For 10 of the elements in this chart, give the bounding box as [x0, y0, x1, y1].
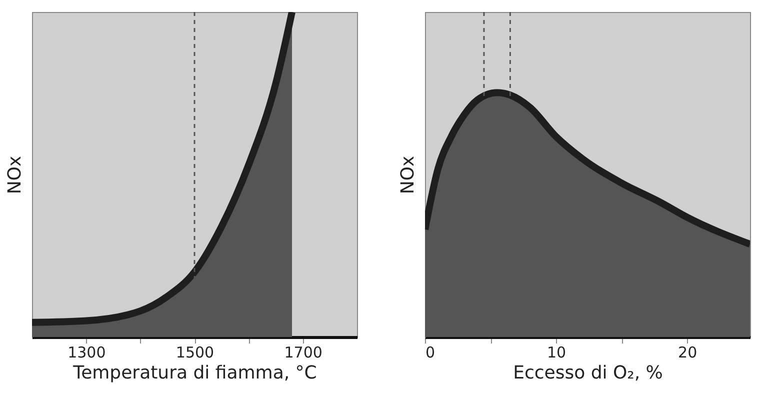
x-tick-label: 1300	[68, 344, 106, 362]
x-tick-label: 1500	[176, 344, 214, 362]
x-tick-label: 0	[426, 344, 436, 362]
x-tick-label: 20	[678, 344, 698, 362]
y-axis-title: NOx	[4, 156, 26, 194]
x-tick-label: 10	[547, 344, 566, 362]
x-axis-title: Temperatura di fiamma, °C	[72, 362, 317, 384]
x-tick-label: 1700	[284, 344, 322, 362]
x-axis-title: Eccesso di O₂, %	[513, 362, 663, 384]
y-axis-title: NOx	[398, 156, 418, 194]
